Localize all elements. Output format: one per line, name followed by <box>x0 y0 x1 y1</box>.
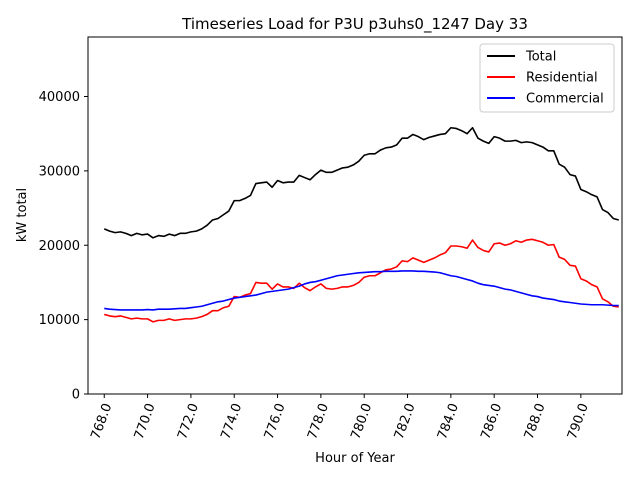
plot-border <box>87 36 623 395</box>
y-tick-label: 40000 <box>39 90 80 105</box>
x-tick-label: 786.0 <box>478 401 505 441</box>
x-tick-label: 770.0 <box>132 401 159 441</box>
legend-label-commercial: Commercial <box>526 92 604 107</box>
x-tick-label: 782.0 <box>392 401 419 441</box>
x-tick-label: 784.0 <box>435 401 462 441</box>
y-tick-label: 20000 <box>39 239 80 254</box>
x-axis: 768.0 770.0 772.0 774.0 776.0 778.0 780.0 782.0… <box>88 394 592 442</box>
x-tick-label: 776.0 <box>262 401 289 441</box>
series-layer <box>103 126 619 323</box>
legend-box <box>479 43 615 113</box>
x-axis-title: Hour of Year <box>315 451 395 466</box>
y-axis-title: kW total <box>15 188 30 242</box>
x-tick-label: 778.0 <box>305 401 332 441</box>
y-tick-label: 30000 <box>39 164 80 179</box>
y-axis: 0 10000 20000 30000 40000 <box>39 90 88 403</box>
x-tick-label: 772.0 <box>175 401 202 441</box>
x-tick-label: 774.0 <box>218 401 245 441</box>
series-line-residential <box>104 238 619 323</box>
x-tick-label: 768.0 <box>88 401 115 441</box>
legend-label-total: Total <box>525 50 556 65</box>
legend: Total Residential Commercial <box>479 43 615 113</box>
chart-title: Timeseries Load for P3U p3uhs0_1247 Day … <box>181 15 528 34</box>
x-tick-label: 790.0 <box>565 401 592 441</box>
y-tick-label: 10000 <box>39 313 80 328</box>
series-line-commercial <box>104 270 619 311</box>
x-tick-label: 788.0 <box>522 401 549 441</box>
legend-label-residential: Residential <box>526 71 598 86</box>
series-line-total <box>103 126 619 239</box>
y-tick-label: 0 <box>72 388 80 403</box>
x-tick-label: 780.0 <box>348 401 375 441</box>
